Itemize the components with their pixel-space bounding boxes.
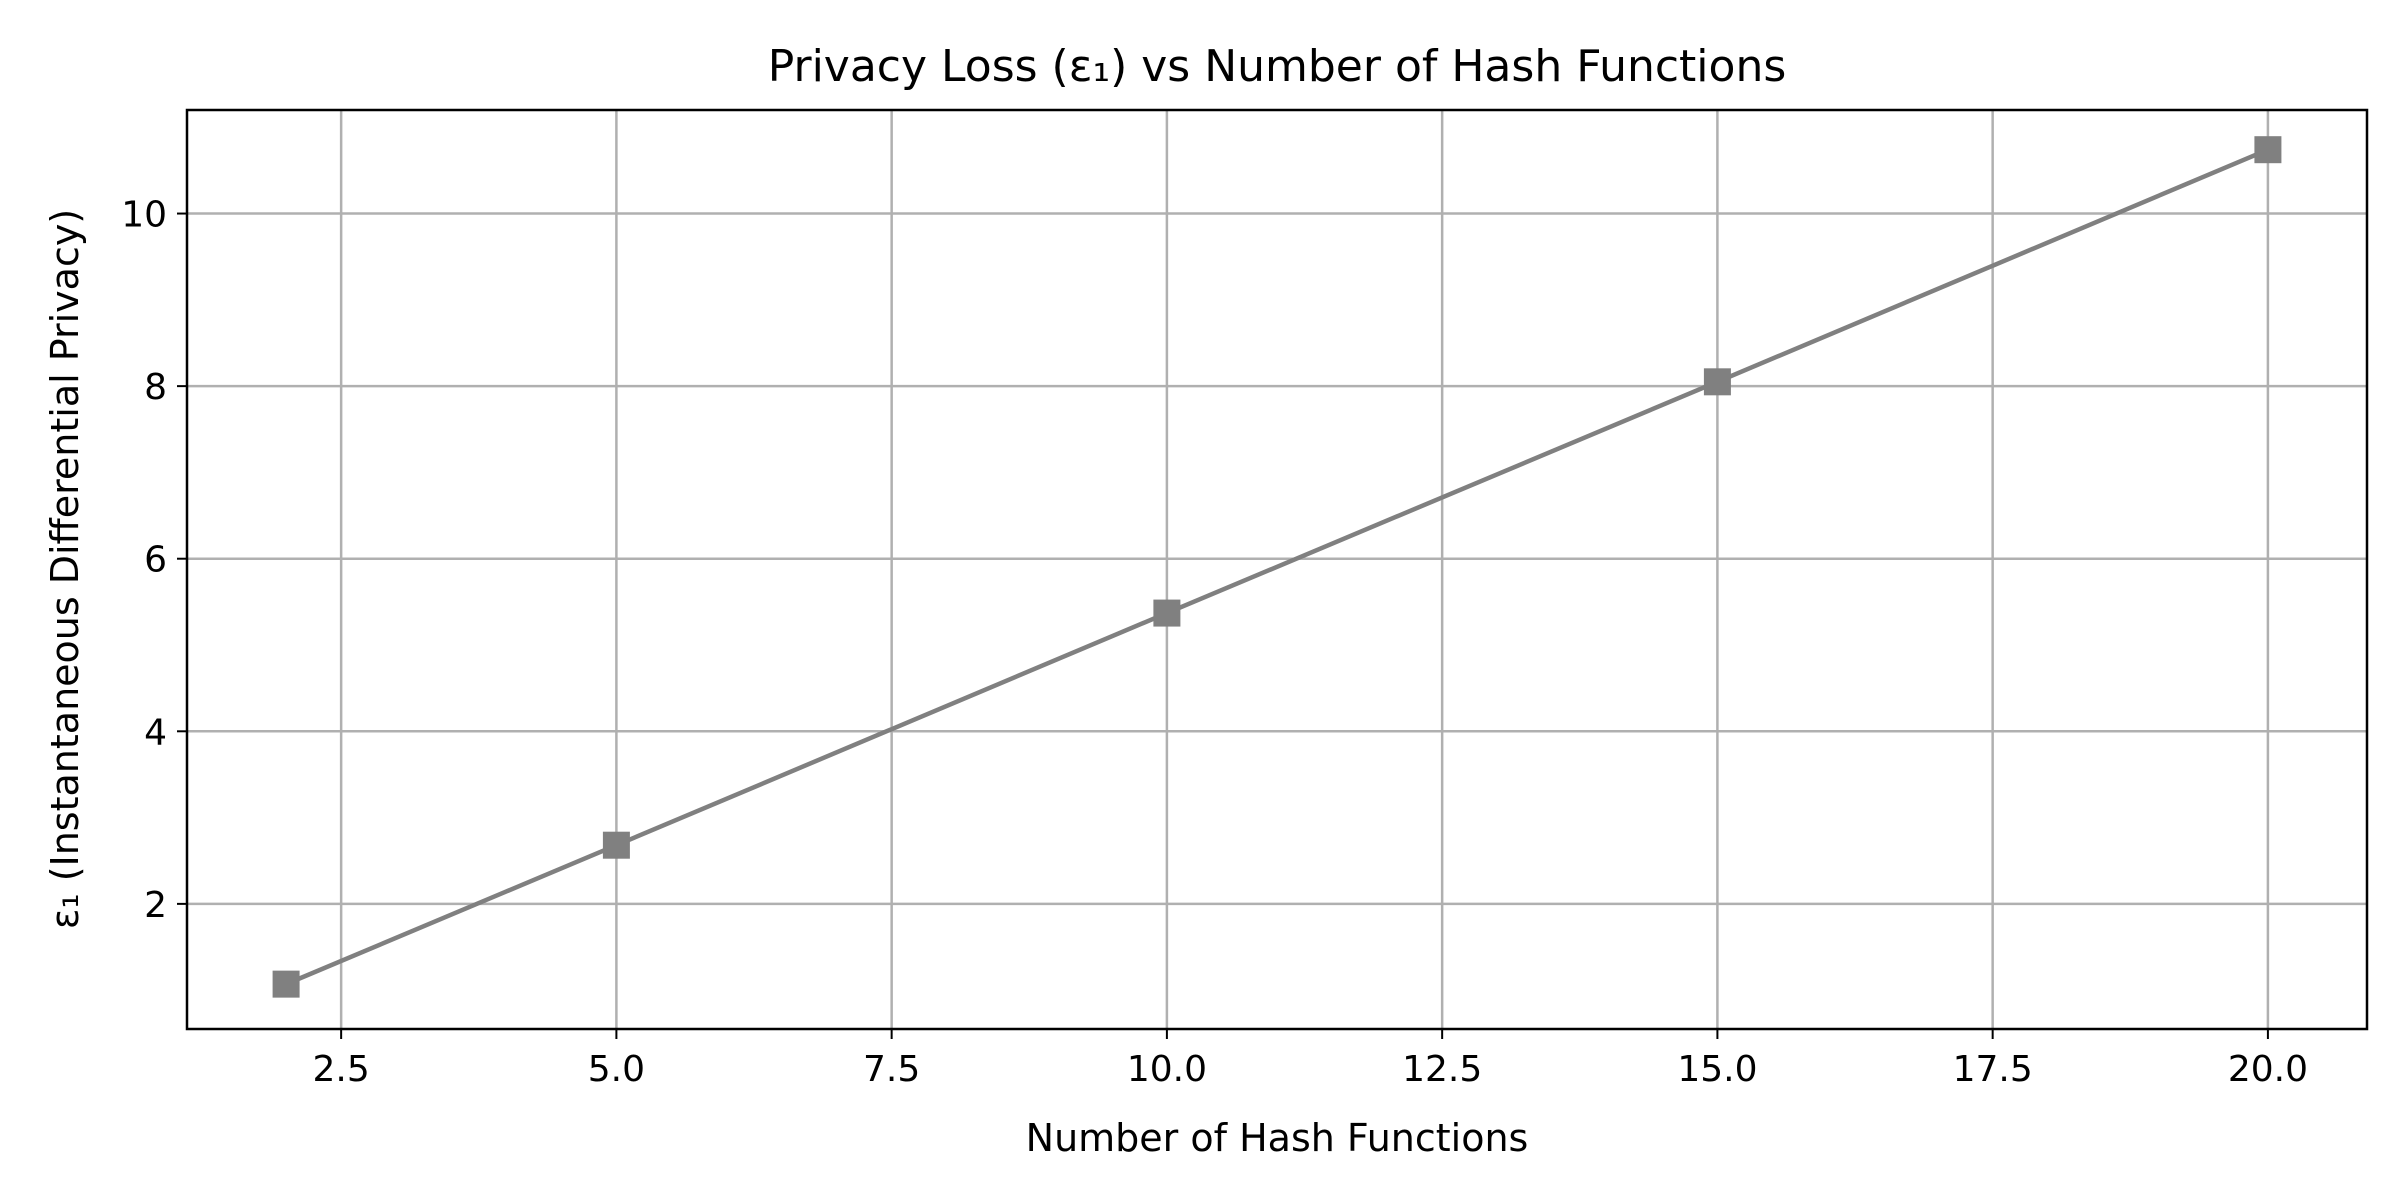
x-tick-label: 7.5 (863, 1049, 920, 1090)
data-point-marker (602, 831, 630, 859)
y-axis-label: ε₁ (Instantaneous Differential Privacy) (43, 209, 87, 929)
x-tick-label: 2.5 (313, 1049, 370, 1090)
x-tick-label: 10.0 (1127, 1049, 1207, 1090)
x-tick-label: 15.0 (1677, 1049, 1757, 1090)
grid-layer (187, 110, 2367, 1029)
y-tick-label: 6 (144, 540, 167, 581)
x-tick-label: 20.0 (2228, 1049, 2308, 1090)
data-point-marker (2254, 136, 2282, 164)
y-tick-label: 2 (144, 885, 167, 926)
y-tick-label: 10 (121, 195, 167, 236)
data-point-marker (272, 970, 300, 998)
y-tick-label: 8 (144, 367, 167, 408)
data-point-marker (1153, 599, 1181, 627)
tick-layer: 2.5 5.0 7.5 10.0 12.5 15.0 17.5 20.0 2 4 6 8 10 (121, 195, 2308, 1090)
x-tick-label: 17.5 (1953, 1049, 2033, 1090)
plot-area-frame (185, 108, 2369, 1031)
chart-title: Privacy Loss (ε₁) vs Number of Hash Func… (768, 41, 1787, 92)
x-tick-label: 12.5 (1402, 1049, 1482, 1090)
data-point-marker (1703, 368, 1731, 396)
series-layer (272, 136, 2282, 998)
y-tick-label: 4 (144, 712, 167, 753)
x-tick-label: 5.0 (588, 1049, 645, 1090)
x-axis-label: Number of Hash Functions (1026, 1116, 1529, 1160)
